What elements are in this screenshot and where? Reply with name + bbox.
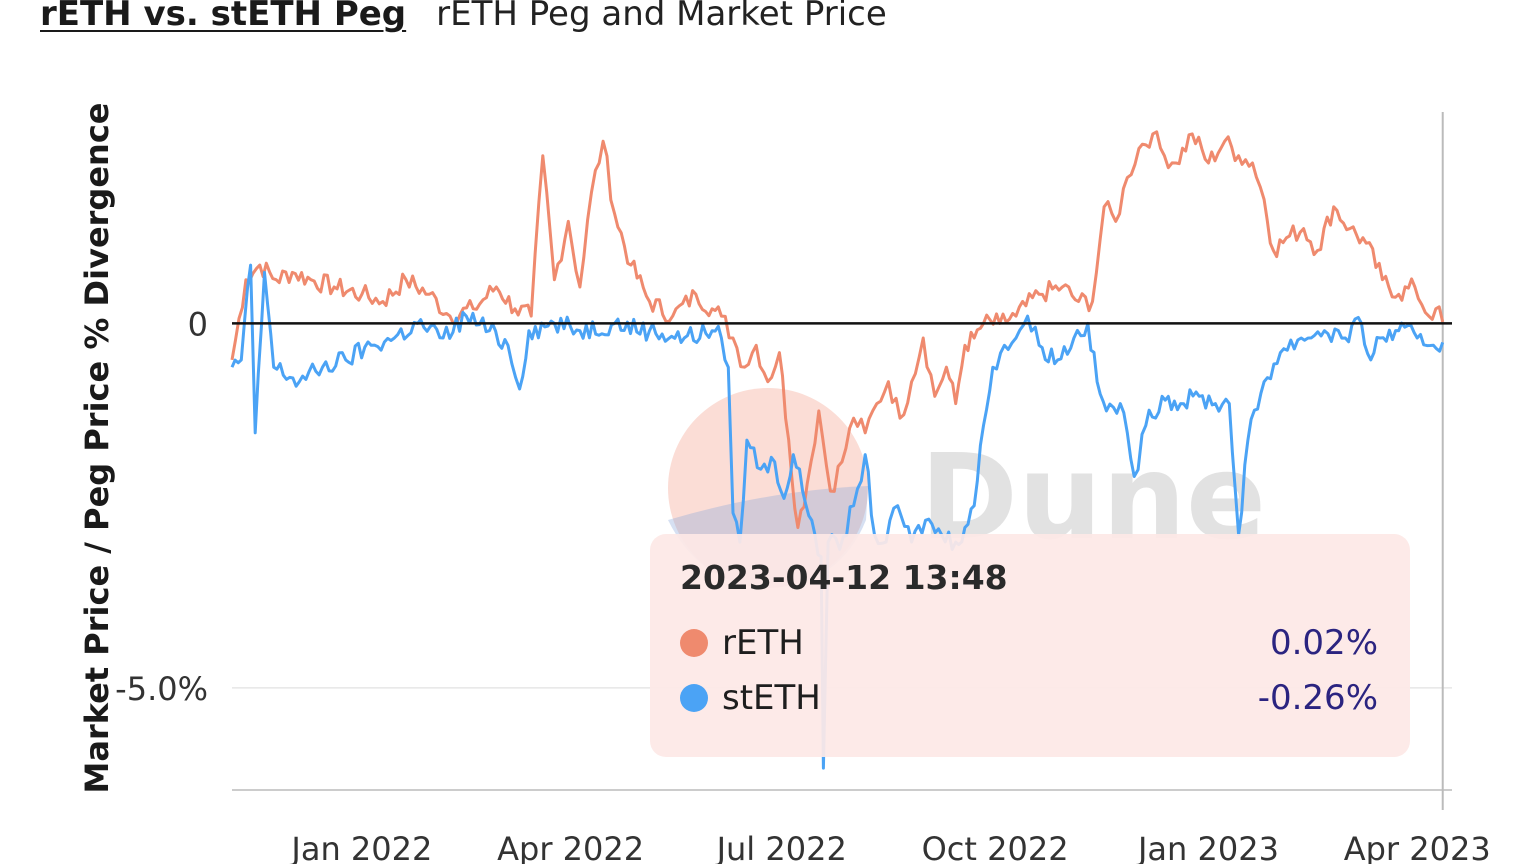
tooltip-series-value: -0.26% <box>1257 677 1378 718</box>
chart-subtitle: rETH Peg and Market Price <box>436 0 887 34</box>
x-tick-label: Apr 2023 <box>1344 830 1491 864</box>
tooltip-series-value: 0.02% <box>1269 622 1378 663</box>
tooltip-series-name: stETH <box>722 677 821 718</box>
dashboard-tab-title[interactable]: rETH vs. stETH Peg <box>40 0 407 34</box>
tooltip-row-reth: rETH 0.02% <box>680 615 1378 670</box>
tooltip-timestamp: 2023-04-12 13:48 <box>680 558 1008 597</box>
y-axis-label: Market Price / Peg Price % Divergence <box>78 103 116 794</box>
tooltip-series-name: rETH <box>722 622 804 663</box>
x-tick-label: Jul 2022 <box>715 830 847 864</box>
x-tick-label: Jan 2023 <box>1136 830 1279 864</box>
y-tick-label: -5.0% <box>115 670 208 708</box>
tooltip-row-steth: stETH -0.26% <box>680 670 1378 725</box>
hover-tooltip: 2023-04-12 13:48 rETH 0.02% stETH -0.26% <box>650 534 1410 757</box>
y-tick-label: 0 <box>188 305 208 343</box>
x-tick-label: Oct 2022 <box>922 830 1069 864</box>
reth-legend-dot <box>680 628 708 657</box>
steth-legend-dot <box>680 683 708 712</box>
series-line-reth <box>230 130 1445 529</box>
x-tick-label: Jan 2022 <box>289 830 432 864</box>
chart-header: rETH vs. stETH Peg rETH Peg and Market P… <box>40 0 887 40</box>
axes: 0 -5.0% Jan 2022 Apr 2022 Jul 2022 Oct 2022 Ja… <box>78 103 1491 864</box>
x-tick-label: Apr 2022 <box>497 830 644 864</box>
